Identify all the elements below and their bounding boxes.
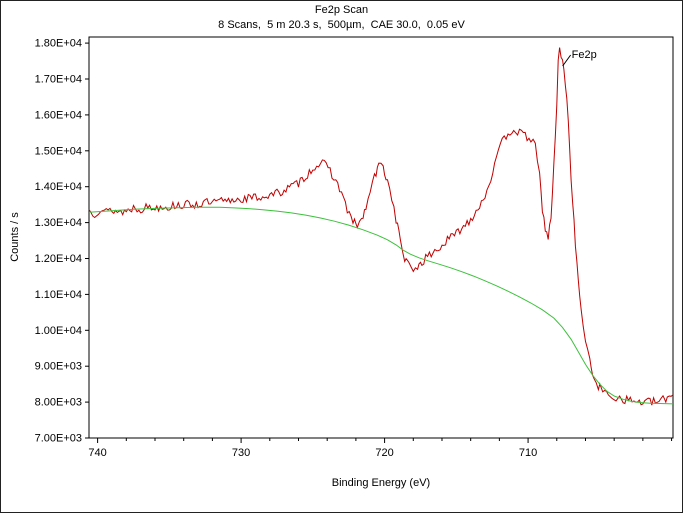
- chart-subtitle: 8 Scans, 5 m 20.3 s, 500µm, CAE 30.0, 0.…: [218, 19, 465, 31]
- y-tick-label: 9.00E+03: [35, 361, 82, 373]
- y-tick-label: 1.00E+04: [35, 325, 82, 337]
- y-tick-label: 8.00E+03: [35, 397, 82, 409]
- y-tick-label: 1.60E+04: [35, 109, 82, 121]
- chart-title: Fe2p Scan: [314, 4, 369, 16]
- y-tick-label: 1.10E+04: [35, 289, 82, 301]
- y-tick-label: 1.30E+04: [35, 217, 82, 229]
- y-tick-label: 1.50E+04: [35, 145, 82, 157]
- peak-annotation: Fe2p: [572, 49, 597, 61]
- plot-border: [88, 36, 674, 439]
- background-line: [88, 206, 674, 405]
- x-tick-label: 740: [88, 447, 106, 459]
- peak-annotation-leader: [562, 54, 572, 67]
- x-tick-label: 730: [232, 447, 250, 459]
- x-axis-label: Binding Energy (eV): [331, 477, 431, 489]
- y-tick-label: 1.80E+04: [35, 38, 82, 50]
- y-tick-label: 1.40E+04: [35, 181, 82, 193]
- spectrum-line: [88, 47, 674, 406]
- y-tick-label: 1.20E+04: [35, 253, 82, 265]
- y-tick-label: 7.00E+03: [35, 433, 82, 445]
- y-tick-label: 1.70E+04: [35, 74, 82, 86]
- x-tick-label: 710: [519, 447, 537, 459]
- x-tick-label: 720: [375, 447, 393, 459]
